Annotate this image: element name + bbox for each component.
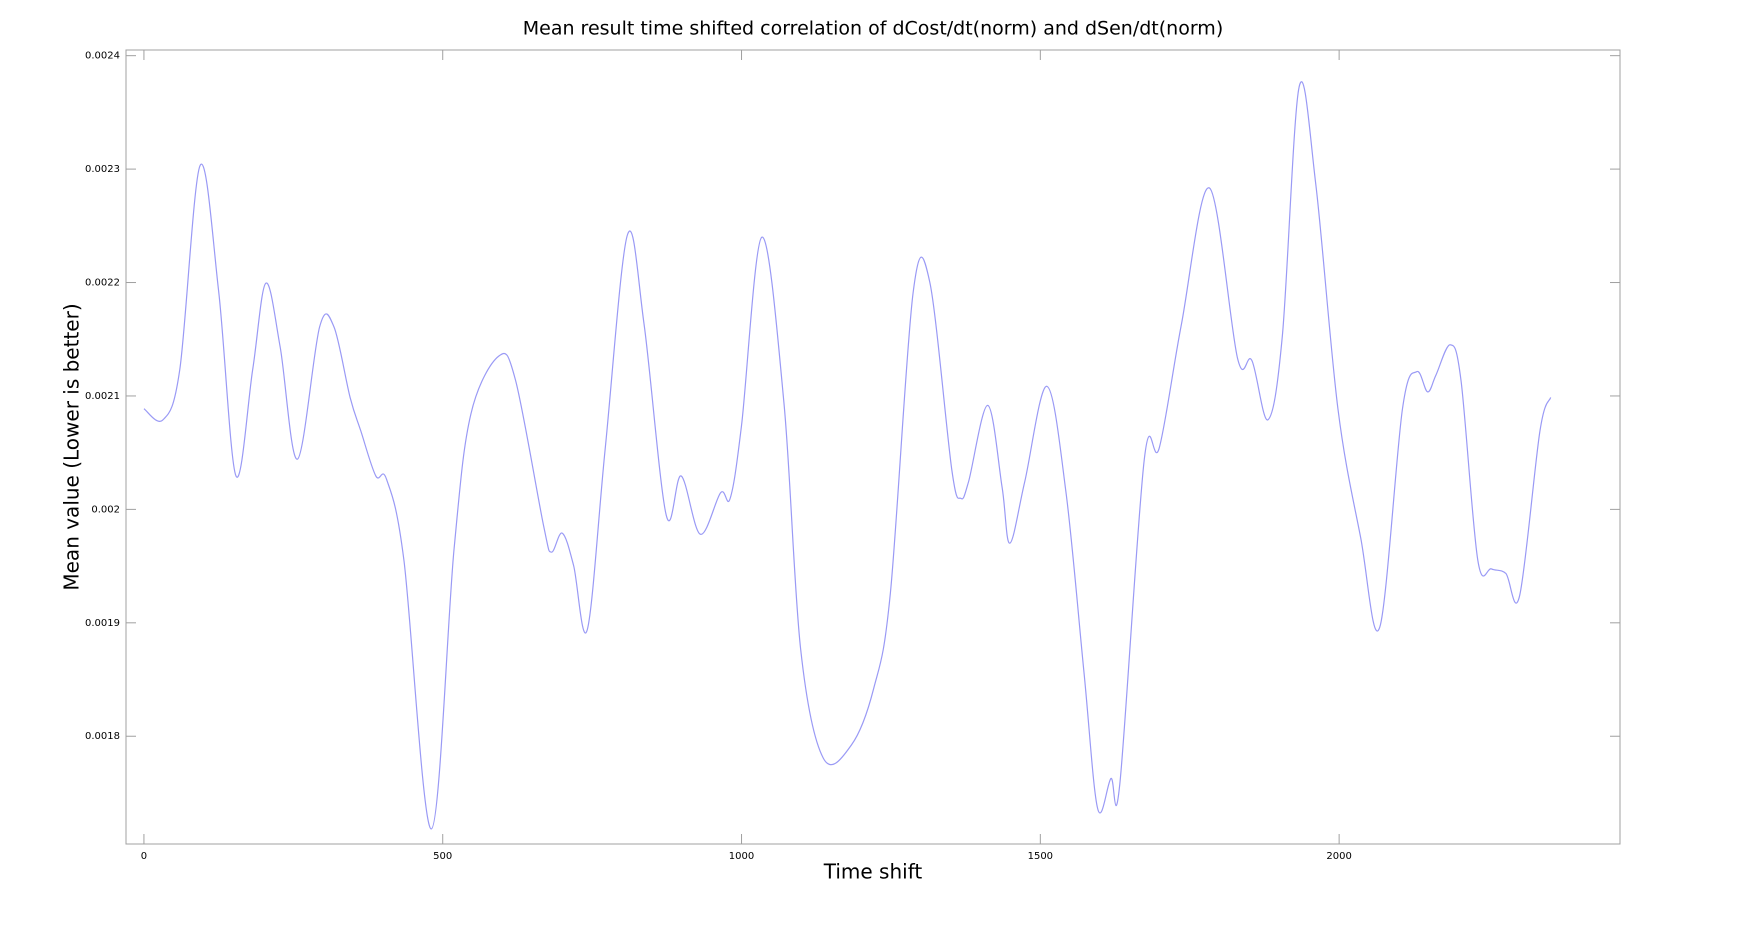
x-tick-label: 500 [433,851,452,862]
x-tick-label: 1000 [729,851,754,862]
y-axis-label: Mean value (Lower is better) [60,303,84,590]
y-tick-label: 0.0023 [85,164,120,175]
y-tick-label: 0.002 [91,504,120,515]
data-line [143,81,1552,830]
chart-title: Mean result time shifted correlation of … [523,18,1223,40]
x-axis-label: Time shift [823,860,923,884]
x-tick-label: 2000 [1326,851,1351,862]
y-tick-label: 0.0018 [85,731,120,742]
plot-frame [125,49,1621,845]
y-tick-label: 0.0021 [85,391,120,402]
x-tick-label: 1500 [1028,851,1053,862]
y-tick-label: 0.0024 [85,51,120,62]
x-tick-label: 0 [141,851,147,862]
y-tick-label: 0.0022 [85,278,120,289]
y-tick-label: 0.0019 [85,618,120,629]
